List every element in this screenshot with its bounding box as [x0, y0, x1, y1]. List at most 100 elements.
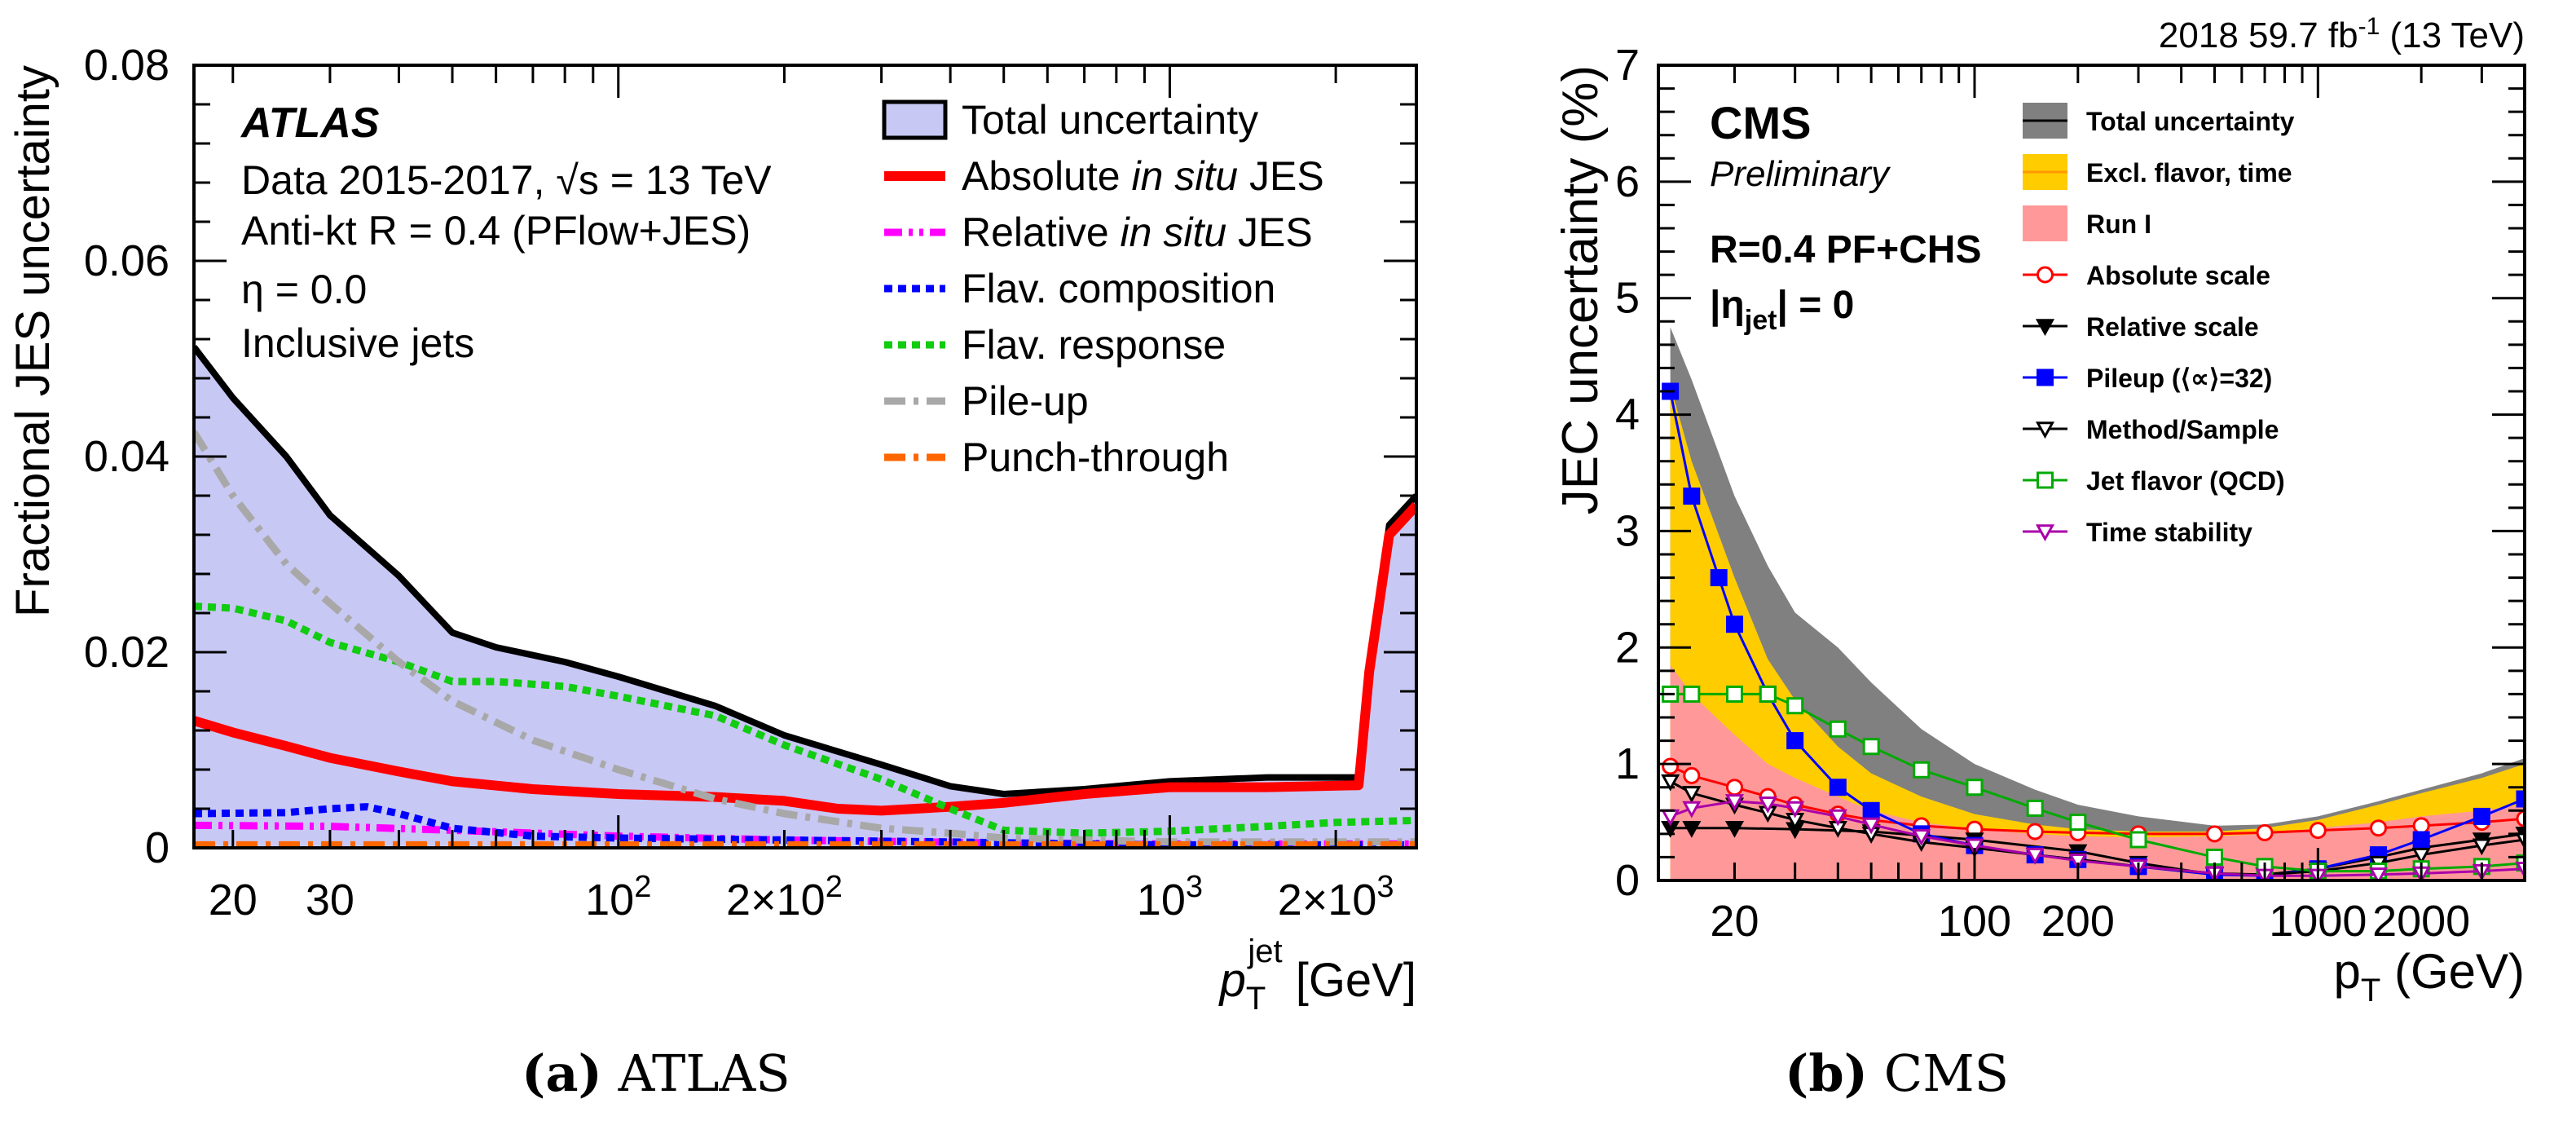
cms-series-8-point [1828, 809, 1847, 827]
cms-series-7-point [2129, 831, 2147, 849]
cms-series-8-point [1724, 794, 1745, 811]
cms-legend-label: Excl. flavor, time [2086, 158, 2292, 188]
cms-series-7-point [1759, 685, 1777, 703]
atlas-legend-label: Total uncertainty [962, 97, 1258, 143]
cms-series-6-point [2411, 847, 2431, 865]
cms-frame [1657, 64, 2526, 882]
atlas-y-tick-label: 0.04 [84, 432, 170, 481]
atlas-series-0-line [194, 345, 1416, 797]
atlas-legend-label: Flav. composition [962, 266, 1275, 311]
cms-plot-area [1661, 327, 2525, 880]
cms-y-axis-title: JEC uncertainty (%) [1552, 65, 1609, 514]
atlas-legend-label: Relative in situ JES [962, 210, 1313, 255]
cms-series-8-point [2368, 867, 2389, 880]
atlas-x-tick-label: 30 [306, 876, 354, 924]
cms-series-3-point [1725, 779, 1743, 796]
cms-series-5-point [2516, 790, 2525, 808]
atlas-plot-area [194, 345, 1416, 848]
cms-series-5-point [1786, 732, 1804, 750]
cms-series-3-point [2205, 825, 2223, 843]
atlas-x-tick-label: 102 [585, 870, 651, 924]
caption-b-text: CMS [1883, 1044, 2010, 1103]
cms-series-8-point [1861, 817, 1881, 835]
cms-series-8-point [2515, 862, 2525, 879]
atlas-legend-swatch [882, 99, 948, 140]
cms-series-8-point [1912, 829, 1931, 846]
cms-x-axis-title: pT (GeV) [2333, 944, 2525, 1008]
cms-series-6-point [1682, 786, 1702, 803]
atlas-title: ATLAS [240, 99, 380, 147]
cms-x-tick-label: 20 [1710, 897, 1759, 946]
caption-b-label: (b) [1785, 1044, 1869, 1103]
cms-legend-marker [2035, 319, 2055, 337]
cms-legend-marker [2035, 524, 2055, 542]
cms-legend-label: Total uncertainty [2086, 107, 2295, 136]
atlas-y-axis-title: Fractional JES uncertainty [7, 65, 59, 617]
cms-series-3-point [2026, 823, 2044, 841]
cms-series-7-point [1725, 685, 1743, 703]
atlas-chart: 0 0.02 0.04 0.06 0.08 20 30 102 2×102 103 2×103 Fra… [7, 41, 1418, 1017]
atlas-series-5-line [194, 430, 1416, 846]
cms-series-8-point [2068, 854, 2088, 871]
cms-series-7-point [1913, 761, 1931, 779]
cms-series-3-point [2412, 817, 2430, 835]
cms-series-8-point [1786, 801, 1805, 819]
cms-series-0-band [1670, 327, 2525, 880]
cms-legend-label: Time stability [2086, 518, 2252, 547]
atlas-series-0-band [194, 346, 1416, 848]
cms-top-label: 2018 59.7 fb-1 (13 TeV) [2159, 13, 2525, 55]
cms-legend-label: Method/Sample [2086, 415, 2279, 444]
cms-series-8-point [1965, 838, 1984, 856]
cms-y-tick-label: 2 [1615, 623, 1640, 672]
cms-series-3-point [1683, 766, 1701, 784]
atlas-series-1-line [194, 501, 1416, 816]
cms-series-8-point [1758, 796, 1777, 814]
cms-series-8-point [1682, 801, 1702, 819]
cms-series-3-point [2516, 810, 2525, 827]
atlas-legend-label: Absolute in situ JES [962, 153, 1324, 199]
atlas-y-tick-label: 0 [145, 823, 170, 872]
cms-series-5-point [1710, 569, 1728, 587]
cms-series-6-point [1661, 774, 1680, 792]
atlas-x-axis-title: pTjet [GeV] [1218, 933, 1416, 1017]
atlas-x-tick-label: 20 [209, 876, 258, 924]
atlas-info-line: Data 2015-2017, √s = 13 TeV [241, 157, 772, 203]
atlas-x-tick-label: 103 [1137, 870, 1203, 924]
caption-a-label: (a) [522, 1044, 602, 1103]
cms-legend-marker [2037, 471, 2054, 489]
caption-a: (a) ATLAS [522, 1044, 790, 1103]
cms-legend-marker [2037, 266, 2054, 284]
cms-y-tick-label: 0 [1615, 856, 1640, 905]
cms-series-7-point [1683, 685, 1701, 703]
atlas-info-line: Anti-kt R = 0.4 (PFlow+JES) [241, 208, 751, 254]
cms-series-3-point [1662, 757, 1680, 775]
cms-y-tick-label: 3 [1615, 506, 1640, 555]
cms-legend-label: Run I [2086, 210, 2151, 239]
cms-info-line: R=0.4 PF+CHS [1710, 228, 1981, 271]
cms-series-5-point [1683, 488, 1701, 505]
cms-series-5-point [1829, 779, 1847, 796]
cms-legend-label: Pileup (⟨∝⟩=32) [2086, 364, 2272, 393]
cms-series-5-point [2412, 831, 2430, 849]
cms-y-tick-label: 4 [1615, 391, 1640, 439]
cms-series-4-point [1682, 821, 1702, 838]
atlas-x-tick-label: 2×102 [726, 870, 843, 924]
cms-series-7-point [1966, 779, 1984, 796]
cms-y-tick-label: 7 [1615, 41, 1640, 90]
cms-x-tick-label: 100 [1938, 897, 2011, 946]
cms-y-tick-label: 6 [1615, 157, 1640, 206]
atlas-x-tick-label: 2×103 [1278, 870, 1394, 924]
atlas-info-line: η = 0.0 [241, 267, 367, 312]
cms-series-3-point [2370, 819, 2388, 837]
cms-chart: 0 1 2 3 4 5 6 7 20 100 200 1000 2000 JEC uncertainty … [1552, 13, 2526, 1008]
cms-series-7-point [2026, 799, 2044, 817]
cms-series-4-point [1724, 821, 1745, 838]
cms-x-tick-label: 200 [2041, 897, 2115, 946]
cms-y-tick-label: 5 [1615, 274, 1640, 323]
atlas-legend-label: Punch-through [962, 435, 1229, 480]
cms-series-5-point [2473, 807, 2490, 825]
cms-series-7-point [2069, 814, 2087, 832]
cms-series-6-point [2515, 832, 2525, 850]
cms-series-7-point [1786, 697, 1804, 715]
